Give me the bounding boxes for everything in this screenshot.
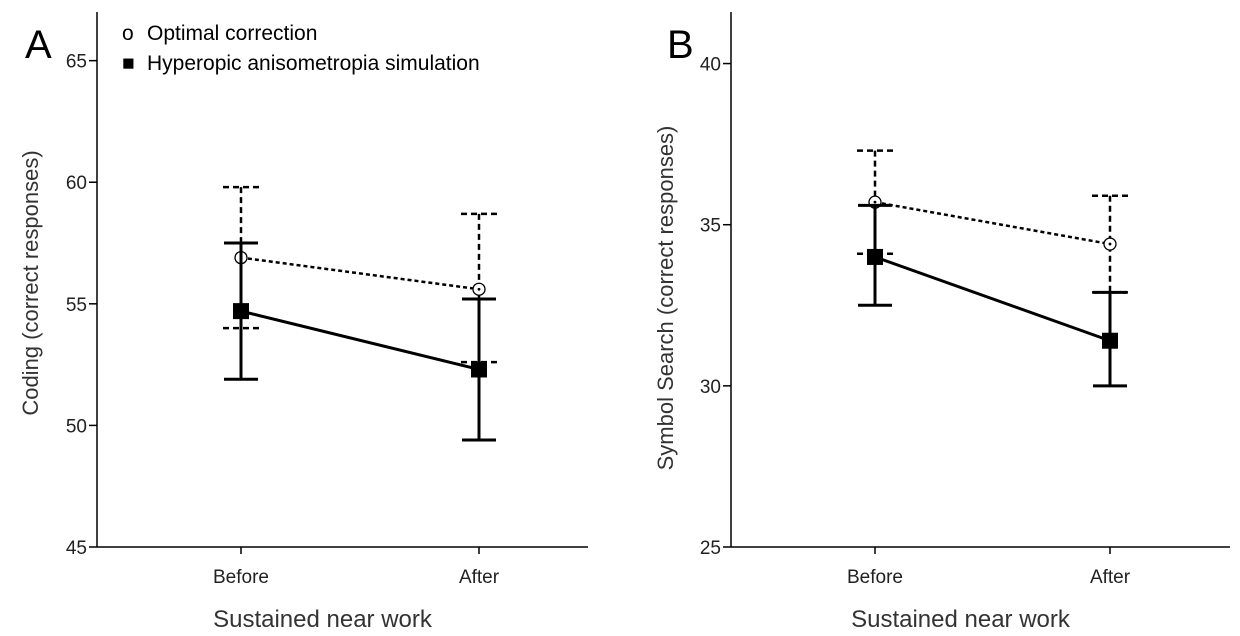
data-point xyxy=(867,248,883,265)
x-axis-title: Sustained near work xyxy=(851,606,1071,633)
chart-panel-b: 25 30 35 40 Before After Sustained near work Sy… xyxy=(653,12,1230,633)
data-point xyxy=(1102,332,1118,349)
x-tick-label: After xyxy=(1090,567,1131,588)
y-axis-title: Symbol Search (correct responses) xyxy=(653,126,678,471)
series-line xyxy=(240,309,480,371)
y-tick-label: 65 xyxy=(66,52,87,73)
y-tick-label: 50 xyxy=(66,416,87,437)
y-axis-title: Coding (correct responses) xyxy=(18,150,43,415)
x-tick-label: Before xyxy=(213,567,269,588)
series-line xyxy=(874,200,1111,246)
legend-optimal-label: Optimal correction xyxy=(147,22,317,45)
panel-label: B xyxy=(667,23,694,67)
legend-hyperopic-marker: ■ xyxy=(122,52,135,75)
data-point-center xyxy=(477,287,481,291)
data-point xyxy=(471,361,487,378)
legend-hyperopic-label: Hyperopic anisometropia simulation xyxy=(147,52,480,75)
panel-label: A xyxy=(25,23,52,67)
data-point-center xyxy=(1108,242,1112,246)
y-tick-label: 30 xyxy=(700,377,721,398)
data-point xyxy=(233,303,249,320)
legend-optimal-marker: o xyxy=(122,22,134,45)
chart-panel-a: 45 50 55 60 65 Before After Sustained near work… xyxy=(18,12,588,633)
series-line xyxy=(874,255,1111,343)
y-tick-label: 35 xyxy=(700,216,721,237)
y-tick-label: 60 xyxy=(66,173,87,194)
y-tick-label: 40 xyxy=(700,55,721,76)
legend: o Optimal correction ■ Hyperopic anisome… xyxy=(122,22,480,75)
y-tick-label: 55 xyxy=(66,295,87,316)
data-point-center xyxy=(873,200,877,204)
series-line xyxy=(240,256,480,291)
y-tick-label: 45 xyxy=(66,538,87,559)
x-tick-label: Before xyxy=(847,567,903,588)
y-tick-label: 25 xyxy=(700,538,721,559)
x-axis-title: Sustained near work xyxy=(213,606,433,633)
x-tick-label: After xyxy=(459,567,500,588)
